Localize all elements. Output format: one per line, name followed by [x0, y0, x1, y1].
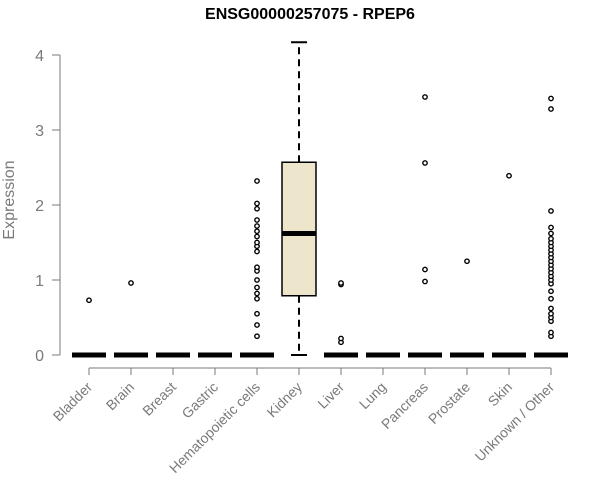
outlier-point — [422, 266, 428, 273]
outlier-point — [422, 278, 428, 285]
box-group — [534, 95, 568, 358]
outlier-point — [254, 333, 260, 340]
outlier-point — [86, 297, 92, 304]
outlier-point — [254, 248, 260, 255]
x-tick-label: Skin — [485, 379, 516, 410]
x-tick-label: Breast — [139, 379, 179, 419]
outlier-point — [548, 95, 554, 102]
box-group — [492, 172, 526, 358]
outlier-point — [548, 230, 554, 237]
y-axis: 0 1 2 3 4 — [35, 48, 61, 365]
box-group — [114, 280, 148, 358]
x-tick-label: Prostate — [425, 379, 473, 427]
outlier-point — [548, 208, 554, 214]
outlier-point — [548, 329, 554, 336]
outlier-point — [128, 280, 134, 286]
x-tick-label: Pancreas — [378, 379, 431, 432]
x-tick-label: Bladder — [50, 379, 96, 425]
outlier-point — [254, 239, 260, 246]
box-group — [281, 41, 317, 356]
outlier-point — [254, 322, 260, 328]
outlier-point — [548, 235, 554, 242]
outlier-point — [422, 160, 428, 166]
x-tick-label: Liver — [314, 379, 347, 412]
outlier-point — [548, 305, 554, 312]
outlier-point — [254, 228, 260, 235]
box-group — [72, 297, 106, 358]
outlier-point — [506, 172, 512, 179]
x-tick-label: Kidney — [264, 379, 306, 421]
y-tick-label: 1 — [35, 273, 44, 290]
outlier-point — [464, 258, 470, 265]
x-tick-label: Brain — [103, 379, 137, 413]
box-group — [408, 94, 442, 358]
y-axis-label: Expression — [1, 160, 18, 239]
chart-title: ENSG00000257075 - RPEP6 — [205, 6, 415, 23]
y-tick-label: 3 — [35, 123, 44, 140]
outlier-point — [422, 94, 428, 100]
y-tick-label: 4 — [35, 48, 44, 65]
outlier-point — [548, 224, 554, 231]
outlier-point — [254, 205, 260, 212]
outlier-point — [338, 335, 344, 342]
outlier-point — [254, 264, 260, 271]
x-tick-label: Lung — [356, 379, 389, 412]
outlier-point — [548, 288, 554, 295]
box-iqr — [281, 161, 317, 297]
outlier-point — [254, 178, 260, 184]
outlier-point — [254, 310, 260, 317]
outlier-point — [338, 280, 344, 286]
outlier-point — [254, 233, 260, 240]
outlier-point — [254, 217, 260, 223]
plot-area — [72, 41, 568, 358]
outlier-point — [254, 277, 260, 283]
outlier-point — [254, 200, 260, 207]
outlier-point — [548, 295, 554, 302]
outlier-point — [254, 290, 260, 297]
outlier-point — [254, 295, 260, 302]
y-tick-label: 2 — [35, 198, 44, 215]
box-group — [240, 178, 274, 358]
y-tick-label: 0 — [35, 348, 44, 365]
x-tick-label: Unknown / Other — [472, 379, 558, 465]
outlier-point — [548, 310, 554, 317]
outlier-point — [254, 284, 260, 291]
outlier-point — [254, 223, 260, 229]
outlier-point — [548, 106, 554, 112]
box-group — [324, 280, 358, 358]
box-group — [450, 258, 484, 358]
